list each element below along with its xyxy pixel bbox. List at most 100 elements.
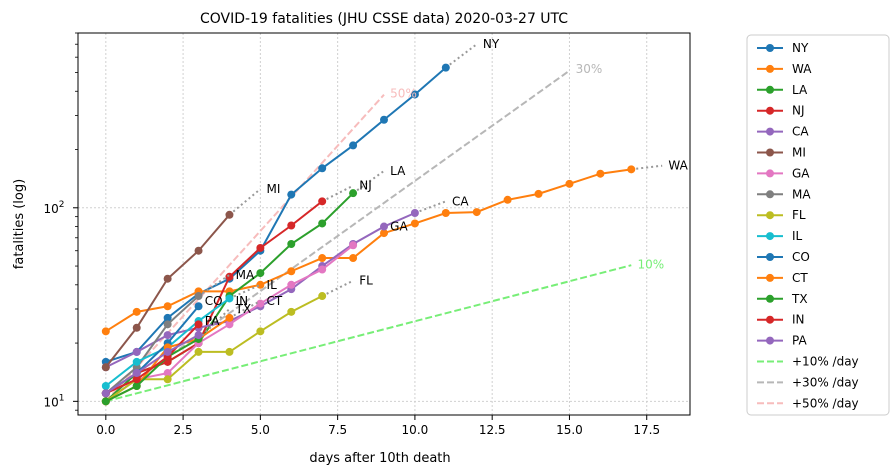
y-tick-label: 102 bbox=[43, 200, 64, 216]
extrapolation-nj bbox=[321, 184, 354, 203]
legend-item: TX bbox=[757, 292, 808, 306]
point-fl bbox=[256, 327, 265, 336]
point-mi bbox=[225, 210, 234, 219]
x-tick-label: 10.0 bbox=[402, 423, 429, 437]
legend-item: NY bbox=[757, 41, 809, 55]
point-fl bbox=[318, 292, 327, 301]
point-in bbox=[132, 375, 141, 384]
legend-marker bbox=[766, 106, 774, 115]
y-tick-exponent: 1 bbox=[59, 393, 65, 403]
point-pa bbox=[132, 369, 141, 378]
end-label-wa: WA bbox=[668, 159, 688, 173]
point-nj bbox=[256, 243, 265, 252]
legend-marker bbox=[766, 44, 774, 52]
point-ca bbox=[410, 208, 419, 217]
point-nj bbox=[318, 197, 327, 206]
point-ct bbox=[225, 313, 234, 322]
series-ny bbox=[101, 43, 478, 366]
line-pa bbox=[105, 334, 200, 395]
legend-marker bbox=[766, 148, 774, 157]
point-tx bbox=[101, 397, 110, 406]
point-nj bbox=[225, 272, 234, 281]
y-axis-label: fatalities (log) bbox=[12, 179, 27, 269]
legend-marker bbox=[766, 336, 774, 345]
legend-item: +50% /day bbox=[757, 396, 859, 410]
legend-label: TX bbox=[791, 292, 808, 306]
reference-line-30pct bbox=[105, 69, 571, 403]
point-ga bbox=[225, 320, 234, 329]
point-in bbox=[194, 320, 203, 329]
chart-title: COVID-19 fatalities (JHU CSSE data) 2020… bbox=[200, 11, 568, 27]
legend-item: +30% /day bbox=[757, 375, 859, 389]
point-wa bbox=[163, 302, 172, 311]
point-wa bbox=[627, 165, 636, 174]
legend-label: NY bbox=[792, 41, 809, 55]
y-tick-base: 10 bbox=[43, 202, 58, 216]
x-tick-label: 17.5 bbox=[633, 423, 660, 437]
legend-label: +10% /day bbox=[792, 355, 859, 369]
x-tick-label: 15.0 bbox=[556, 423, 583, 437]
line-tx bbox=[105, 338, 200, 403]
reference-lines bbox=[105, 69, 632, 403]
point-mi bbox=[132, 323, 141, 332]
x-tick-label: 2.5 bbox=[174, 423, 193, 437]
legend-marker bbox=[766, 253, 774, 261]
extrapolation-fl bbox=[321, 279, 354, 297]
point-il bbox=[225, 294, 234, 303]
legend-label: PA bbox=[792, 334, 807, 348]
plot-frame bbox=[77, 32, 691, 416]
legend-label: CA bbox=[792, 125, 809, 139]
point-ny bbox=[287, 190, 296, 199]
point-la bbox=[256, 269, 265, 278]
legend-marker bbox=[766, 211, 774, 220]
point-ca bbox=[132, 347, 141, 356]
point-fl bbox=[194, 347, 203, 356]
point-wa bbox=[256, 280, 265, 289]
legend-label: CT bbox=[792, 271, 808, 285]
series-layer bbox=[101, 43, 663, 406]
y-tick-exponent: 2 bbox=[59, 200, 65, 210]
point-pa bbox=[194, 331, 203, 340]
point-fl bbox=[287, 307, 296, 316]
legend-label: LA bbox=[792, 83, 808, 97]
point-wa bbox=[503, 195, 512, 204]
legend-label: +50% /day bbox=[792, 396, 859, 410]
point-tx bbox=[132, 382, 141, 391]
legend-item: MI bbox=[757, 146, 806, 160]
legend-label: WA bbox=[792, 62, 812, 76]
point-la bbox=[287, 240, 296, 249]
point-pa bbox=[163, 347, 172, 356]
point-wa bbox=[472, 208, 481, 217]
legend-item: IN bbox=[757, 313, 805, 327]
point-ny bbox=[318, 164, 327, 173]
end-label-co: CO bbox=[205, 294, 223, 308]
point-nj bbox=[287, 221, 296, 230]
x-tick-label: 7.5 bbox=[328, 423, 347, 437]
reference-label: 30% bbox=[576, 62, 603, 76]
legend-item: IL bbox=[757, 229, 803, 243]
x-tick-label: 5.0 bbox=[251, 423, 270, 437]
line-wa bbox=[105, 168, 632, 333]
legend-item: NJ bbox=[757, 104, 805, 118]
x-tick-label: 12.5 bbox=[479, 423, 506, 437]
point-wa bbox=[287, 267, 296, 276]
extrapolation-ny bbox=[445, 43, 478, 69]
point-wa bbox=[101, 327, 110, 336]
legend-marker bbox=[766, 232, 774, 241]
point-fl bbox=[163, 375, 172, 384]
legend-marker bbox=[766, 64, 774, 73]
legend: NY WA LA NJ CA MI GA MA FL IL CO CT TX IN PA +10% /day +… bbox=[746, 34, 890, 416]
extrapolation-tx bbox=[197, 308, 231, 340]
end-label-tx: TX bbox=[235, 302, 252, 316]
end-label-la: LA bbox=[390, 164, 406, 178]
legend-item: CA bbox=[757, 125, 809, 139]
point-ny bbox=[410, 90, 419, 99]
end-label-il: IL bbox=[267, 278, 278, 292]
series-wa bbox=[101, 164, 663, 336]
end-label-ny: NY bbox=[483, 37, 500, 51]
series-mi bbox=[101, 188, 262, 372]
point-wa bbox=[380, 229, 388, 238]
extrapolation-il bbox=[229, 283, 261, 300]
end-label-ca: CA bbox=[452, 194, 469, 208]
